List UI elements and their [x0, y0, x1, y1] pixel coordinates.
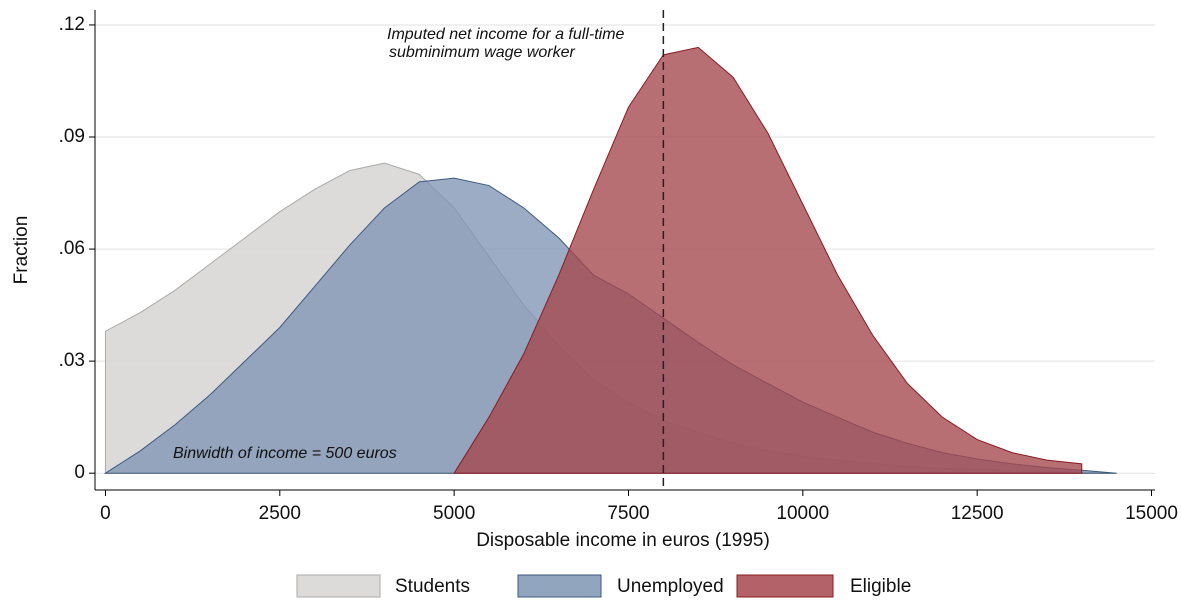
y-tick-label: .09	[59, 126, 85, 147]
x-tick-label: 2500	[259, 503, 301, 524]
annotation: subminimum wage worker	[389, 44, 576, 61]
x-tick-label: 5000	[433, 503, 475, 524]
x-tick-label: 7500	[607, 503, 649, 524]
y-axis-title: Fraction	[11, 216, 32, 285]
x-tick-label: 15000	[1125, 503, 1178, 524]
note: Binwidth of income = 500 euros	[173, 445, 397, 462]
y-tick-label: .03	[59, 350, 85, 371]
area	[453, 46, 1083, 474]
x-tick-label: 0	[100, 503, 111, 524]
legend-swatch	[736, 574, 834, 598]
x-axis-title: Disposable income in euros (1995)	[476, 530, 770, 551]
legend-swatch	[296, 574, 381, 598]
y-tick-label: .12	[59, 14, 85, 35]
x-tick-label: 12500	[951, 503, 1004, 524]
y-tick-label: .06	[59, 238, 85, 259]
legend-label: Students	[395, 576, 470, 597]
y-tick-label: 0	[74, 462, 85, 483]
x-tick-label: 10000	[776, 503, 829, 524]
legend-label: Eligible	[850, 576, 911, 597]
legend-swatch	[517, 574, 602, 598]
legend-label: Unemployed	[617, 576, 724, 597]
annotation: Imputed net income for a full-time	[387, 26, 625, 43]
